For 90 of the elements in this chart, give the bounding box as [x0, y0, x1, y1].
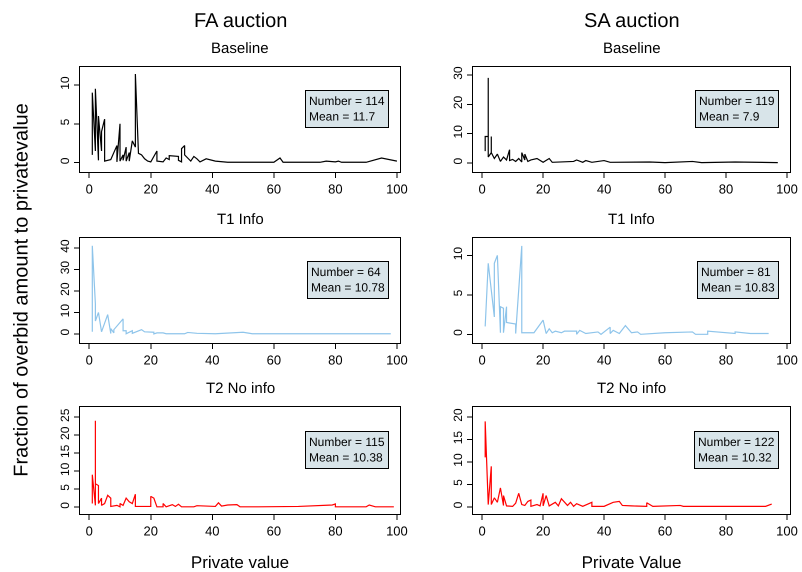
x-tick-label: 60	[658, 524, 672, 539]
x-tick-label: 100	[386, 352, 408, 368]
y-tick-label: 0	[58, 502, 72, 509]
x-tick-label: 0	[86, 182, 93, 197]
y-axis-title: Fraction of overbid amount to privatevalue	[10, 103, 34, 477]
x-tick-label: 0	[478, 352, 486, 368]
x-tick-label: 100	[776, 524, 798, 539]
y-tick-label: 30	[58, 260, 72, 274]
x-tick-label: 20	[144, 182, 158, 197]
annotation: Mean = 11.7	[309, 110, 376, 124]
annotation: Number = 122	[698, 435, 775, 449]
x-tick-label: 100	[386, 182, 408, 197]
y-tick-label: 0	[451, 501, 466, 508]
x-tick-label: 0	[478, 524, 486, 539]
x-tick-label: 100	[776, 352, 798, 368]
y-tick-label: 10	[58, 304, 72, 318]
x-tick-label: 40	[596, 182, 612, 197]
x-tick-label: 60	[266, 182, 282, 197]
x-tick-label: 80	[328, 352, 343, 368]
x-tick-label: 100	[386, 524, 408, 539]
x-tick-label: 40	[596, 524, 612, 539]
y-tick-label: 15	[58, 444, 72, 458]
x-tick-label: 0	[86, 352, 93, 368]
y-tick-label: 20	[58, 282, 72, 296]
y-tick-label: 5	[451, 289, 466, 296]
annotation: Number = 81	[701, 265, 772, 279]
x-tick-label: 40	[596, 352, 612, 368]
chart-title: SA auction	[584, 10, 680, 32]
line-series	[484, 420, 772, 507]
annotation: Number = 64	[311, 265, 382, 279]
x-tick-label: 60	[266, 352, 282, 368]
y-tick-label: 15	[451, 430, 466, 444]
annotation: Number = 115	[309, 435, 385, 449]
x-tick-label: 60	[658, 182, 672, 197]
x-tick-label: 80	[718, 182, 734, 197]
chart-title: FA auction	[194, 10, 288, 32]
annotation: Number = 119	[699, 94, 775, 108]
chart-title: T1 Info	[217, 211, 264, 228]
chart-title: T1 Info	[608, 211, 655, 228]
y-tick-label: 5	[451, 478, 466, 486]
y-tick-label: 5	[58, 484, 72, 491]
y-tick-label: 0	[451, 157, 466, 164]
x-tick-label: 20	[536, 182, 550, 197]
x-tick-label: 80	[328, 524, 343, 539]
x-tick-label: 20	[144, 524, 158, 539]
chart-subtitle: Baseline	[603, 40, 661, 57]
annotation: Mean = 10.83	[701, 280, 776, 295]
x-tick-label: 60	[658, 352, 672, 368]
chart-title: T2 No info	[597, 380, 666, 397]
y-tick-label: 5	[58, 118, 72, 126]
x-axis-title: Private value	[190, 553, 290, 572]
annotation: Mean = 10.38	[309, 450, 384, 465]
annotation: Mean = 10.32	[698, 450, 772, 465]
y-tick-label: 10	[451, 453, 466, 467]
x-tick-label: 60	[266, 524, 282, 539]
x-tick-label: 20	[144, 352, 158, 368]
annotation: Mean = 7.9	[699, 110, 760, 124]
y-tick-label: 30	[451, 66, 466, 80]
x-tick-label: 80	[718, 352, 734, 368]
y-tick-label: 10	[451, 246, 466, 260]
y-tick-label: 20	[451, 408, 466, 422]
y-tick-label: 0	[58, 328, 72, 336]
x-tick-label: 40	[205, 182, 220, 197]
x-axis-title: Private Value	[582, 553, 682, 572]
y-tick-label: 20	[58, 426, 72, 440]
line-series	[92, 420, 394, 508]
y-tick-label: 0	[58, 157, 72, 164]
x-tick-label: 0	[478, 182, 486, 197]
x-tick-label: 80	[328, 182, 343, 197]
x-tick-label: 80	[718, 524, 734, 539]
x-tick-label: 100	[776, 182, 798, 197]
y-tick-label: 0	[451, 328, 466, 336]
line-series	[92, 245, 392, 335]
x-tick-label: 40	[205, 352, 220, 368]
y-tick-label: 10	[58, 462, 72, 476]
chart-title: T2 No info	[206, 380, 276, 397]
y-tick-label: 25	[58, 408, 72, 422]
annotation: Mean = 10.78	[311, 280, 386, 295]
x-tick-label: 40	[205, 524, 220, 539]
y-tick-label: 40	[58, 239, 72, 253]
x-tick-label: 20	[536, 524, 550, 539]
y-tick-label: 20	[451, 95, 466, 110]
y-tick-label: 10	[451, 124, 466, 138]
x-tick-label: 20	[536, 352, 550, 368]
annotation: Number = 114	[309, 94, 385, 108]
x-tick-label: 0	[86, 524, 93, 539]
chart-subtitle: Baseline	[211, 40, 269, 57]
line-series	[484, 77, 778, 164]
y-tick-label: 10	[58, 76, 72, 90]
line-series	[92, 73, 398, 163]
